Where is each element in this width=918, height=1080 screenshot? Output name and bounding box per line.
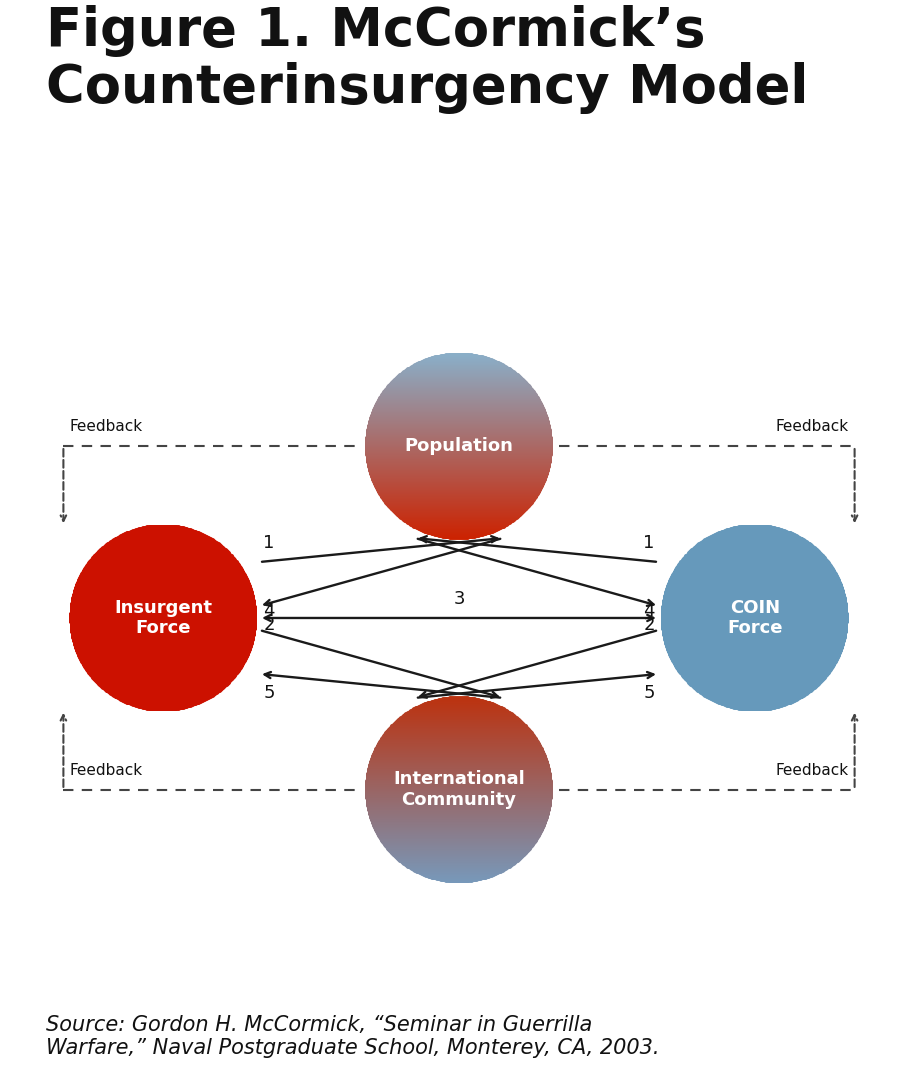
Text: 3: 3: [453, 590, 465, 608]
Text: 2: 2: [263, 617, 274, 634]
Text: Source: Gordon H. McCormick, “Seminar in Guerrilla
Warfare,” Naval Postgraduate : Source: Gordon H. McCormick, “Seminar in…: [46, 1015, 659, 1058]
Text: 4: 4: [644, 602, 655, 620]
Text: COIN
Force: COIN Force: [727, 598, 782, 637]
Text: Population: Population: [405, 437, 513, 455]
Text: 4: 4: [263, 602, 274, 620]
Text: Feedback: Feedback: [70, 762, 143, 778]
Text: Feedback: Feedback: [775, 762, 848, 778]
Text: 2: 2: [644, 617, 655, 634]
Text: Feedback: Feedback: [70, 419, 143, 434]
Text: 5: 5: [644, 685, 655, 702]
Text: International
Community: International Community: [393, 770, 525, 809]
Text: 1: 1: [263, 534, 274, 552]
Text: Feedback: Feedback: [775, 419, 848, 434]
Text: Insurgent
Force: Insurgent Force: [115, 598, 212, 637]
Text: 1: 1: [644, 534, 655, 552]
Text: 5: 5: [263, 685, 274, 702]
Text: Figure 1. McCormick’s
Counterinsurgency Model: Figure 1. McCormick’s Counterinsurgency …: [46, 5, 808, 113]
